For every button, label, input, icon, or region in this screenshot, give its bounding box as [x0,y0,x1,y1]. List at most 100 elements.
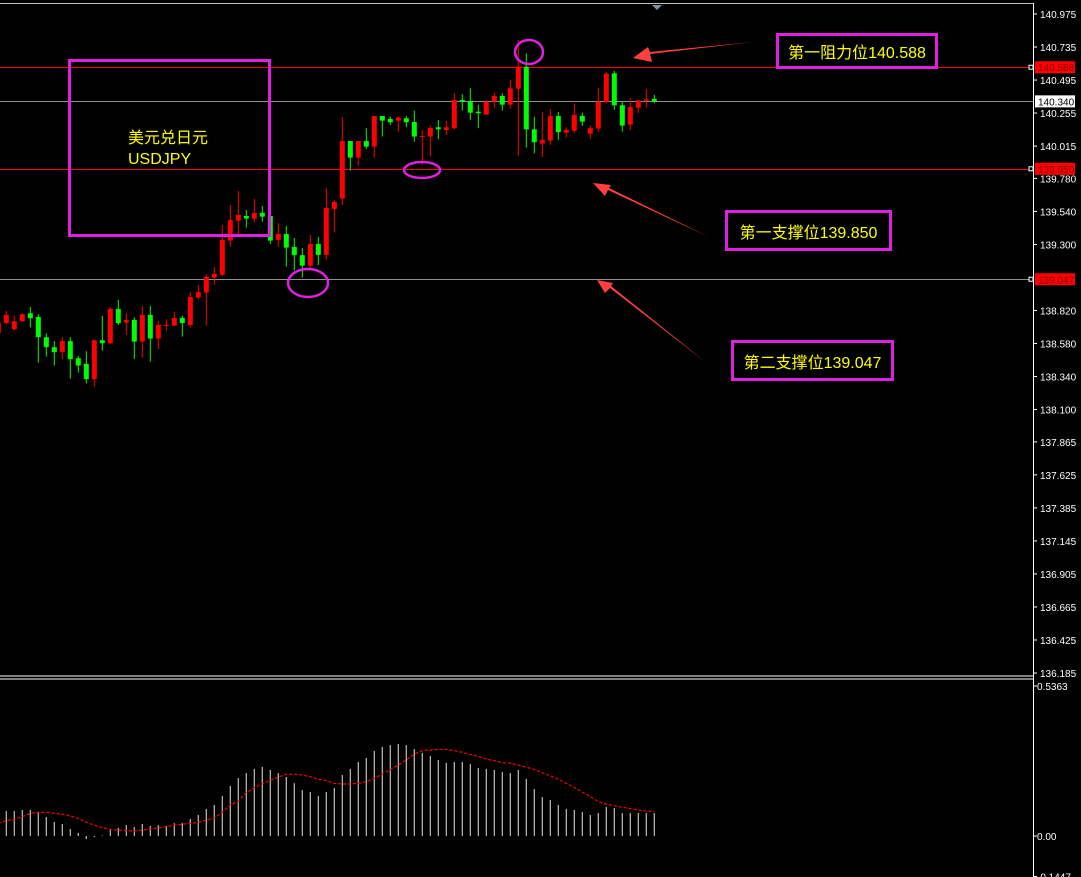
candle-body [283,233,289,248]
candle-40 [315,236,321,265]
price-tick-label: 140.735 [1040,43,1077,54]
candle-7 [51,341,57,366]
price-tick-label: 139.780 [1040,174,1077,185]
candle-body [291,246,297,256]
candle-body [171,317,177,326]
candle-body [211,273,217,278]
price-tick-label: 136.905 [1040,570,1077,581]
candle-body [611,73,617,106]
candle-51 [403,115,409,128]
candle-3 [19,313,25,322]
candle-body [475,111,481,114]
price-tag-marker [1028,64,1034,70]
candle-body [355,140,361,158]
price-tick-label: 138.340 [1040,373,1077,384]
macd-tick-label: -0.1447 [1037,872,1071,877]
candle-body [635,100,641,108]
candle-body [651,98,657,102]
candle-2 [11,315,17,331]
candle-70 [555,111,561,140]
candle-41 [323,187,329,260]
candle-74 [587,125,593,139]
candle-39 [307,234,313,270]
candle-body [259,212,265,217]
candle-body [67,341,73,360]
candle-78 [619,101,625,132]
chart-shift-marker-icon[interactable] [652,5,662,10]
candle-body [219,239,225,275]
support2-ellipse [286,267,330,299]
candle-47 [371,115,377,158]
candle-17 [131,317,137,359]
price-tick-label: 140.255 [1040,109,1077,120]
candle-16 [123,313,129,335]
candle-body [315,243,321,255]
candle-body [131,319,137,342]
price-tick-label: 137.145 [1040,537,1077,548]
candle-body [587,128,593,134]
candle-body [619,105,625,126]
candle-11 [83,351,89,384]
candle-body [443,127,449,130]
candle-24 [187,291,193,328]
candle-14 [107,306,113,344]
candle-8 [59,337,65,360]
candle-82 [651,94,657,104]
candle-body [507,88,513,105]
candle-body [571,114,577,131]
candle-body [563,129,569,133]
candle-15 [115,299,121,325]
candle-49 [387,116,393,125]
support2-arrow-icon [597,280,708,364]
candle-body [115,308,121,324]
candle-10 [75,355,81,373]
candle-body [579,115,585,122]
candle-body [139,314,145,342]
candle-body [307,243,313,266]
candle-50 [395,115,401,132]
candle-body [643,99,649,101]
price-tag-0: 140.588 [1028,61,1075,74]
candle-body [491,95,497,102]
candle-64 [507,79,513,109]
candle-25 [195,285,201,300]
candle-body [243,215,249,219]
candle-body [387,118,393,123]
candle-66 [523,53,529,148]
candle-52 [411,110,417,142]
candle-43 [339,117,345,205]
candle-body [331,201,337,209]
price-tag-bg [1035,273,1075,286]
candle-13 [99,315,105,351]
candle-37 [291,237,297,271]
candle-body [539,139,545,144]
candlestick-series [0,40,657,387]
candle-32 [251,198,257,223]
price-tick-label: 136.665 [1040,603,1077,614]
candle-59 [467,88,473,120]
candle-42 [331,199,337,233]
candle-body [483,101,489,115]
price-tick-label: 136.185 [1040,669,1077,680]
support2-label: 第二支撑位139.047 [731,340,894,381]
candle-18 [139,305,145,358]
candle-21 [163,319,169,331]
candle-body [531,129,537,143]
candle-45 [355,140,361,166]
candle-body [595,101,601,129]
price-tag-label: 139.047 [1038,275,1075,286]
candle-69 [547,109,553,145]
candle-20 [155,320,161,350]
price-tick-label: 140.015 [1040,142,1077,153]
price-tag-3: 139.047 [1028,273,1075,286]
price-tag-label: 139.850 [1038,165,1075,176]
price-tag-marker [1028,166,1034,172]
candle-body [603,73,609,103]
candle-body [379,115,385,121]
support1-label: 第一支撑位139.850 [725,210,892,251]
price-tick-label: 138.580 [1040,340,1077,351]
candle-12 [91,340,97,387]
candle-body [99,340,105,344]
resistance-label: 第一阻力位140.588 [776,33,938,69]
